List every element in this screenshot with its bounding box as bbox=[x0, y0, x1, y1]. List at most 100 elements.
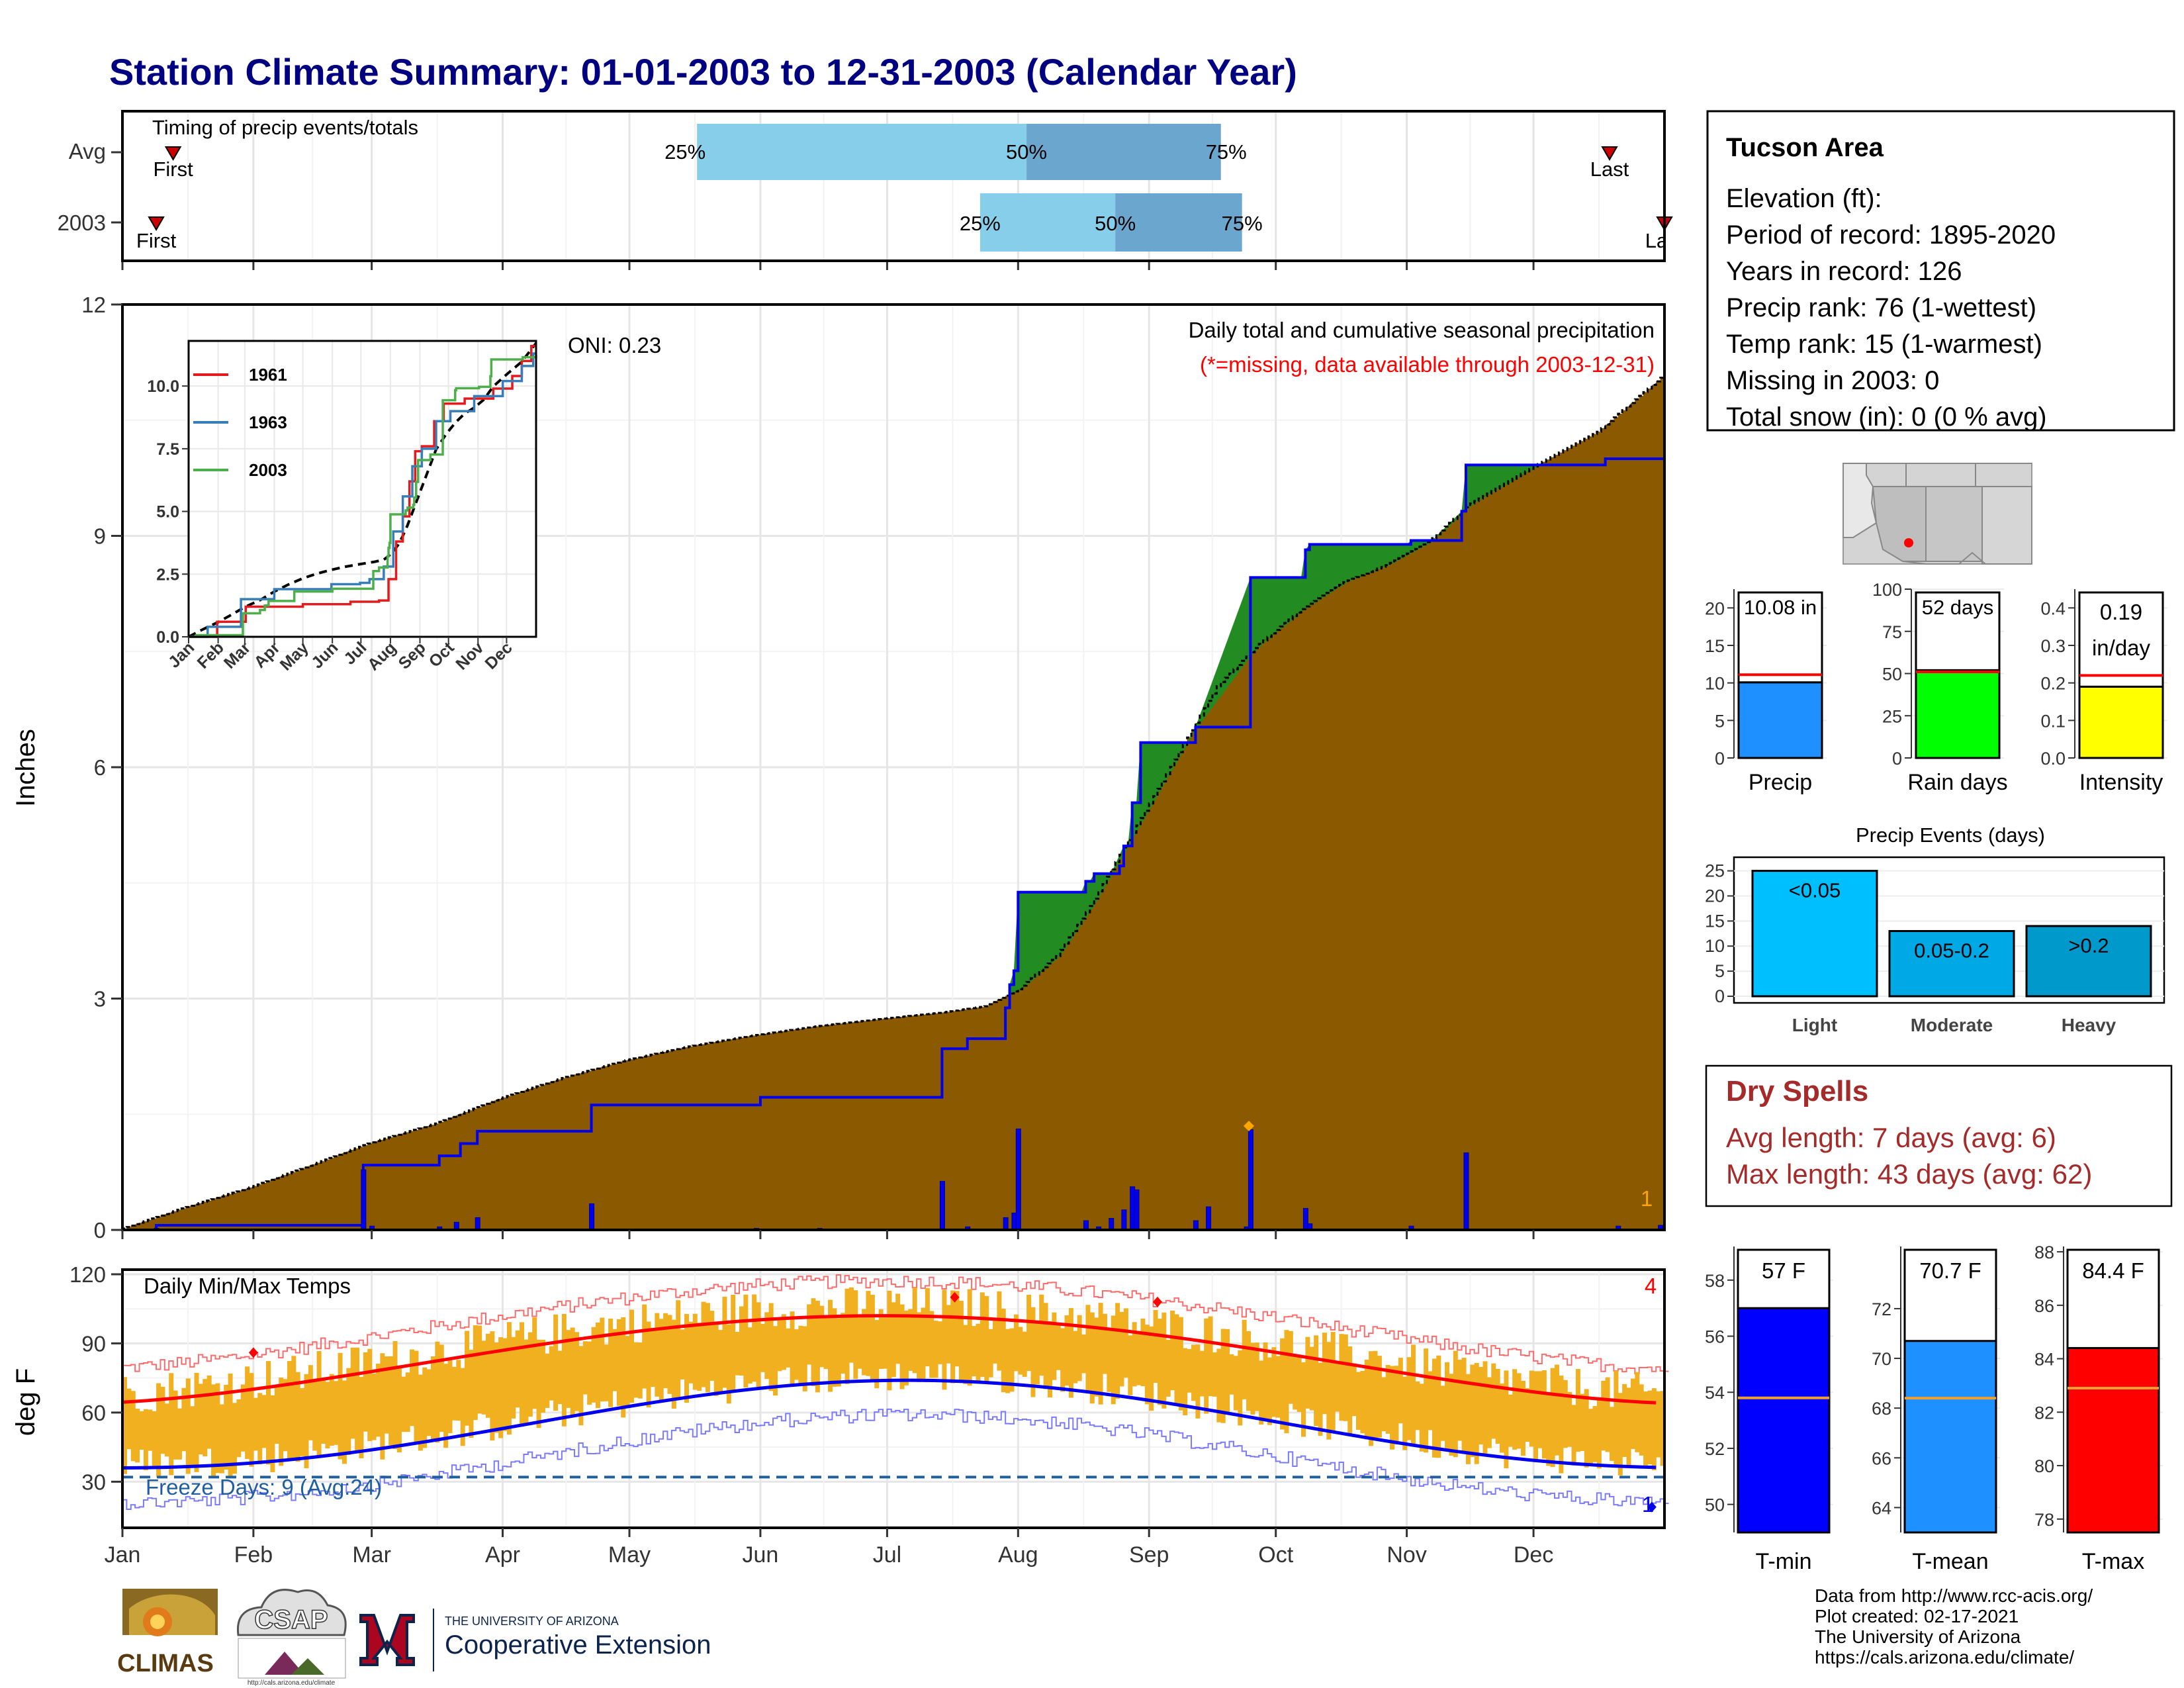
daily-temp-range-bar bbox=[1301, 1362, 1306, 1437]
daily-temp-range-bar bbox=[768, 1303, 774, 1391]
month-tick: Dec bbox=[1514, 1542, 1553, 1568]
daily-temp-range-bar bbox=[676, 1300, 681, 1399]
daily-temp-range-bar bbox=[1199, 1350, 1205, 1397]
daily-temp-range-bar bbox=[958, 1301, 964, 1383]
daily-temp-range-bar bbox=[1537, 1371, 1543, 1448]
daily-temp-range-bar bbox=[1165, 1340, 1171, 1397]
inset-legend-1961: 1961 bbox=[249, 365, 287, 385]
precip-event-bar-label: 0.05-0.2 bbox=[1914, 939, 1989, 962]
daily-temp-range-bar bbox=[1259, 1360, 1264, 1425]
daily-temp-range-bar bbox=[815, 1301, 820, 1393]
summary-y-tick: 0.0 bbox=[2040, 749, 2066, 769]
precip-event-bar-light bbox=[1751, 870, 1878, 998]
precip-y-axis-label: Inches bbox=[11, 729, 40, 807]
daily-temp-range-bar bbox=[1208, 1316, 1213, 1397]
timing-2003-75-label: 75% bbox=[1222, 212, 1263, 235]
daily-precip-bar bbox=[1134, 1189, 1140, 1231]
daily-temp-range-bar bbox=[1436, 1355, 1441, 1458]
daily-temp-range-bar bbox=[1369, 1351, 1374, 1446]
daily-temp-range-bar bbox=[1144, 1325, 1150, 1405]
daily-temp-range-bar bbox=[185, 1378, 191, 1474]
daily-temp-range-bar bbox=[832, 1308, 837, 1387]
daily-temp-range-bar bbox=[1491, 1363, 1496, 1439]
daily-temp-range-bar bbox=[718, 1330, 723, 1393]
summary-x-label: Intensity bbox=[2079, 770, 2163, 795]
temp-summary-y-tick: 78 bbox=[2034, 1510, 2054, 1530]
daily-temp-range-bar bbox=[701, 1301, 706, 1387]
daily-temp-range-bar bbox=[1191, 1344, 1197, 1401]
station-info-box: Tucson Area Elevation (ft): Period of re… bbox=[1706, 110, 2175, 432]
csap-logo: CSAP http://cals.arizona.edu/climate bbox=[236, 1589, 347, 1687]
daily-temp-range-bar bbox=[743, 1294, 749, 1388]
month-tick: Sep bbox=[1129, 1542, 1169, 1568]
daily-temp-range-bar bbox=[350, 1347, 355, 1439]
daily-temp-range-bar bbox=[659, 1319, 664, 1401]
daily-temp-range-bar bbox=[650, 1328, 655, 1387]
daily-temp-range-bar bbox=[300, 1388, 305, 1456]
daily-precip-bar bbox=[1109, 1218, 1115, 1231]
cumulative-above-normal-area bbox=[122, 377, 1664, 1230]
daily-temp-range-bar bbox=[1377, 1356, 1382, 1438]
daily-temp-range-bar bbox=[646, 1321, 651, 1408]
daily-temp-range-bar bbox=[481, 1340, 486, 1415]
daily-temp-range-bar bbox=[291, 1356, 296, 1458]
daily-temp-range-bar bbox=[1195, 1344, 1201, 1419]
daily-temp-range-bar bbox=[1486, 1377, 1492, 1448]
daily-temp-range-bar bbox=[1064, 1315, 1069, 1386]
daily-temp-range-bar bbox=[1555, 1364, 1560, 1456]
daily-temp-range-bar bbox=[422, 1367, 428, 1448]
missing-days-count: 1 bbox=[1641, 1186, 1653, 1211]
summary-y-tick: 0.1 bbox=[2040, 711, 2066, 731]
daily-temp-range-bar bbox=[1204, 1318, 1209, 1414]
daily-temp-range-bar bbox=[1094, 1317, 1099, 1397]
temp-summary-y-tick: 52 bbox=[1705, 1439, 1725, 1459]
inset-avg-line bbox=[188, 342, 537, 638]
daily-temp-range-bar bbox=[1533, 1371, 1539, 1462]
timing-2003-first-label: First bbox=[136, 229, 177, 252]
daily-temp-range-bar bbox=[308, 1365, 313, 1440]
daily-temp-range-bar bbox=[979, 1292, 985, 1377]
daily-temp-range-bar bbox=[1009, 1328, 1015, 1392]
daily-temp-range-bar bbox=[1651, 1388, 1657, 1471]
daily-temp-range-bar bbox=[376, 1364, 381, 1437]
dry-spells-max: Max length: 43 days (avg: 62) bbox=[1726, 1158, 2092, 1190]
daily-temp-range-bar bbox=[570, 1327, 575, 1417]
daily-temp-range-bar bbox=[228, 1374, 233, 1476]
daily-temp-range-bar bbox=[908, 1309, 913, 1371]
record-low-marker bbox=[1647, 1501, 1657, 1513]
daily-temp-range-bar bbox=[735, 1332, 740, 1376]
daily-temp-range-bar bbox=[1457, 1360, 1463, 1441]
daily-temp-range-bar bbox=[942, 1289, 947, 1390]
daily-temp-range-bar bbox=[1432, 1358, 1437, 1458]
daily-temp-range-bar bbox=[1098, 1303, 1103, 1405]
daily-temp-range-bar bbox=[781, 1314, 786, 1370]
daily-temp-range-bar bbox=[848, 1287, 854, 1363]
summary-bar-precip bbox=[1737, 681, 1823, 759]
daily-temp-range-bar bbox=[963, 1325, 968, 1384]
summary-value-label: 52 days bbox=[1922, 596, 1994, 619]
summary-value-label: 10.08 in bbox=[1744, 596, 1817, 619]
daily-temp-range-bar bbox=[1453, 1350, 1458, 1458]
precip-event-y-tick: 5 bbox=[1715, 961, 1725, 981]
timing-avg-50-label: 50% bbox=[1006, 140, 1047, 164]
daily-precip-bar bbox=[939, 1181, 945, 1231]
temp-chart-title: Daily Min/Max Temps bbox=[144, 1274, 351, 1298]
daily-temp-range-bar bbox=[976, 1323, 981, 1383]
daily-temp-range-bar bbox=[655, 1313, 660, 1397]
daily-temp-range-bar bbox=[1445, 1362, 1450, 1450]
daily-temp-range-bar bbox=[709, 1311, 715, 1381]
timing-avg-first-label: First bbox=[153, 158, 193, 181]
daily-temp-range-bar bbox=[443, 1364, 449, 1448]
info-snow: Total snow (in): 0 (0 % avg) bbox=[1726, 402, 2047, 432]
precip-event-y-tick: 10 bbox=[1705, 936, 1725, 956]
daily-temp-range-bar bbox=[925, 1288, 930, 1367]
daily-temp-range-bar bbox=[1639, 1384, 1644, 1456]
month-tick: Apr bbox=[485, 1542, 520, 1568]
summary-y-tick: 75 bbox=[1882, 622, 1902, 642]
daily-temp-range-bar bbox=[726, 1324, 731, 1404]
daily-temp-range-bar bbox=[469, 1350, 474, 1438]
precip-chart-subtitle: (*=missing, data available through 2003-… bbox=[1200, 352, 1655, 377]
daily-temp-range-bar bbox=[346, 1368, 351, 1455]
daily-temp-range-bar bbox=[1525, 1387, 1530, 1442]
temp-summary-y-tick: 88 bbox=[2034, 1243, 2054, 1262]
